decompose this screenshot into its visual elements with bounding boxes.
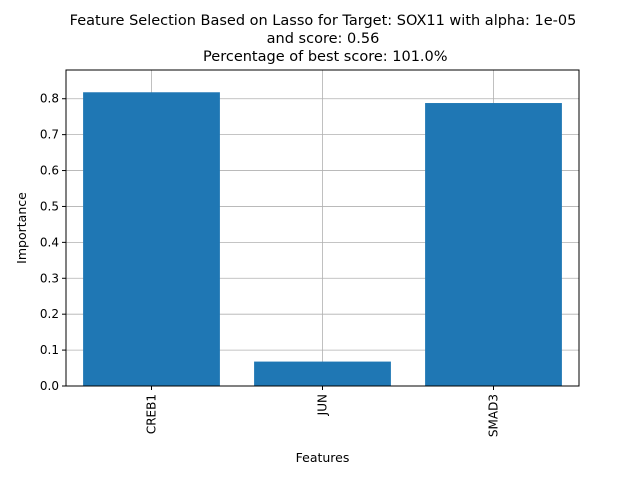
bar-smad3 [425, 103, 562, 386]
chart-title-line-3: Percentage of best score: 101.0% [198, 49, 447, 65]
y-tick-label: 0.0 [40, 379, 59, 393]
chart-title: Feature Selection Based on Lasso for Tar… [70, 13, 577, 65]
y-tick-label: 0.1 [40, 343, 59, 357]
x-axis-label: Features [296, 450, 350, 465]
y-axis-label: Importance [14, 192, 29, 264]
y-tick-label: 0.4 [40, 235, 59, 249]
bar-creb1 [83, 92, 220, 386]
x-axis-ticks: CREB1 JUN SMAD3 [145, 386, 501, 437]
y-tick-label: 0.5 [40, 199, 59, 213]
y-tick-label: 0.2 [40, 307, 59, 321]
x-tick-label: SMAD3 [487, 394, 501, 437]
y-axis-ticks: 0.0 0.1 0.2 0.3 0.4 0.5 0.6 0.7 0.8 [40, 92, 66, 393]
bar-jun [254, 361, 391, 386]
chart-title-line-1: Feature Selection Based on Lasso for Tar… [70, 13, 577, 29]
y-tick-label: 0.7 [40, 128, 59, 142]
chart-title-line-2: and score: 0.56 [267, 31, 380, 47]
y-tick-label: 0.8 [40, 92, 59, 106]
y-tick-label: 0.6 [40, 164, 59, 178]
x-tick-label: CREB1 [145, 394, 159, 434]
x-tick-label: JUN [316, 394, 330, 416]
y-tick-label: 0.3 [40, 271, 59, 285]
bars [83, 92, 562, 386]
